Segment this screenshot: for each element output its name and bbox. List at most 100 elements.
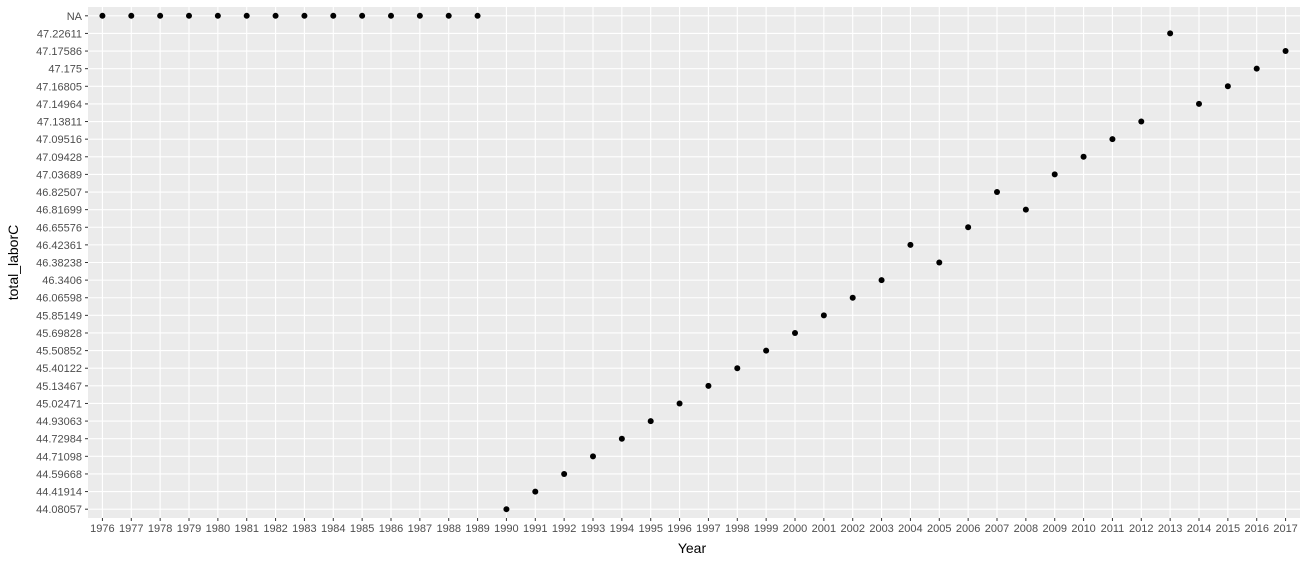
data-point [1282, 48, 1289, 55]
x-tick-label: 2013 [1158, 523, 1182, 535]
data-point [1167, 30, 1174, 37]
y-tick-label: 44.71098 [36, 451, 82, 463]
y-tick-label: 45.50852 [36, 346, 82, 358]
x-tick-label: 1985 [350, 523, 374, 535]
y-tick-label: 44.93063 [36, 416, 82, 428]
y-tick-label: 44.41914 [36, 487, 82, 499]
y-tick-label: 46.82507 [36, 187, 82, 199]
x-tick-label: 1976 [90, 523, 114, 535]
y-tick-label: 46.65576 [36, 222, 82, 234]
y-tick-label: 47.09428 [36, 152, 82, 164]
y-tick-label: 46.3406 [42, 275, 82, 287]
data-point [1022, 206, 1029, 213]
x-tick-label: 1983 [292, 523, 316, 535]
data-point [994, 189, 1000, 196]
x-tick-label: 2007 [985, 523, 1009, 535]
y-tick-label: 47.03689 [36, 169, 82, 181]
data-point [388, 12, 394, 19]
x-tick-label: 1988 [436, 523, 460, 535]
y-axis-ticks: 44.08057 44.41914 44.59668 44.71098 44.72984… [36, 11, 88, 516]
data-point [416, 12, 423, 19]
data-point [936, 259, 943, 266]
x-tick-label: 2003 [869, 523, 893, 535]
y-tick-label: 44.59668 [36, 469, 82, 481]
y-tick-label: 46.81699 [36, 205, 82, 217]
y-tick-label: 47.17586 [36, 46, 82, 58]
data-point [128, 12, 135, 19]
data-point [157, 12, 164, 19]
data-point [965, 224, 972, 231]
x-tick-label: 2008 [1014, 523, 1038, 535]
data-point [763, 347, 770, 354]
data-point [734, 365, 741, 372]
data-point [532, 488, 539, 495]
x-tick-label: 2014 [1187, 523, 1211, 535]
y-tick-label: 47.09516 [36, 134, 82, 146]
x-tick-label: 1997 [696, 523, 720, 535]
y-tick-label: 47.175 [48, 64, 82, 76]
x-axis-title: Year [678, 540, 707, 556]
data-point [301, 12, 308, 19]
data-point [214, 12, 221, 19]
x-tick-label: 1993 [581, 523, 605, 535]
x-tick-label: 1977 [119, 523, 143, 535]
data-point [676, 400, 683, 407]
x-tick-label: 1994 [610, 523, 634, 535]
x-tick-label: 1986 [379, 523, 403, 535]
data-point [792, 329, 798, 336]
x-tick-label: 1995 [638, 523, 662, 535]
y-tick-label: 45.85149 [36, 310, 82, 322]
x-tick-label: 1991 [523, 523, 547, 535]
y-tick-label: 45.02471 [36, 398, 82, 410]
x-tick-label: 2012 [1129, 523, 1153, 535]
x-tick-label: 2016 [1244, 523, 1268, 535]
x-tick-label: 2000 [783, 523, 807, 535]
x-tick-label: 1978 [148, 523, 172, 535]
x-tick-label: 2015 [1216, 523, 1240, 535]
data-point [330, 12, 337, 19]
x-tick-label: 2009 [1042, 523, 1066, 535]
data-point [99, 12, 106, 19]
x-tick-label: 1979 [177, 523, 201, 535]
x-tick-label: 2002 [840, 523, 864, 535]
data-point [849, 294, 856, 301]
y-tick-label: NA [67, 11, 83, 23]
x-tick-label: 1981 [234, 523, 258, 535]
y-tick-label: 47.13811 [37, 117, 82, 129]
data-point [618, 435, 625, 442]
x-tick-label: 2004 [898, 523, 922, 535]
data-point [1109, 136, 1116, 143]
y-tick-label: 46.42361 [36, 240, 82, 252]
x-tick-label: 1987 [408, 523, 432, 535]
data-point [878, 277, 885, 284]
data-point [647, 418, 654, 425]
y-tick-label: 46.38238 [36, 258, 82, 270]
y-tick-label: 46.06598 [36, 293, 82, 305]
y-tick-label: 44.08057 [36, 504, 82, 516]
data-point [243, 12, 250, 19]
x-tick-label: 1982 [263, 523, 287, 535]
x-axis-ticks: 1976 1977 1978 1979 1980 1981 1982 1983 1984 1985… [90, 518, 1298, 535]
data-point [1138, 118, 1145, 125]
y-axis-title: total_laborC [5, 225, 21, 301]
data-point [907, 241, 914, 248]
data-point [1080, 153, 1087, 160]
x-tick-label: 1992 [552, 523, 576, 535]
data-points [99, 12, 1289, 513]
data-point [705, 382, 712, 389]
x-tick-label: 1984 [321, 523, 345, 535]
data-point [1196, 100, 1202, 107]
y-tick-label: 45.40122 [36, 363, 82, 375]
x-tick-label: 2011 [1101, 523, 1125, 535]
x-tick-label: 1996 [667, 523, 691, 535]
data-point [474, 12, 481, 19]
data-point [445, 12, 452, 19]
data-point [503, 506, 510, 513]
x-tick-label: 1998 [725, 523, 749, 535]
data-point [1051, 171, 1058, 178]
data-point [820, 312, 827, 319]
grid-lines [88, 7, 1300, 518]
x-tick-label: 1989 [465, 523, 489, 535]
x-tick-label: 2005 [927, 523, 951, 535]
